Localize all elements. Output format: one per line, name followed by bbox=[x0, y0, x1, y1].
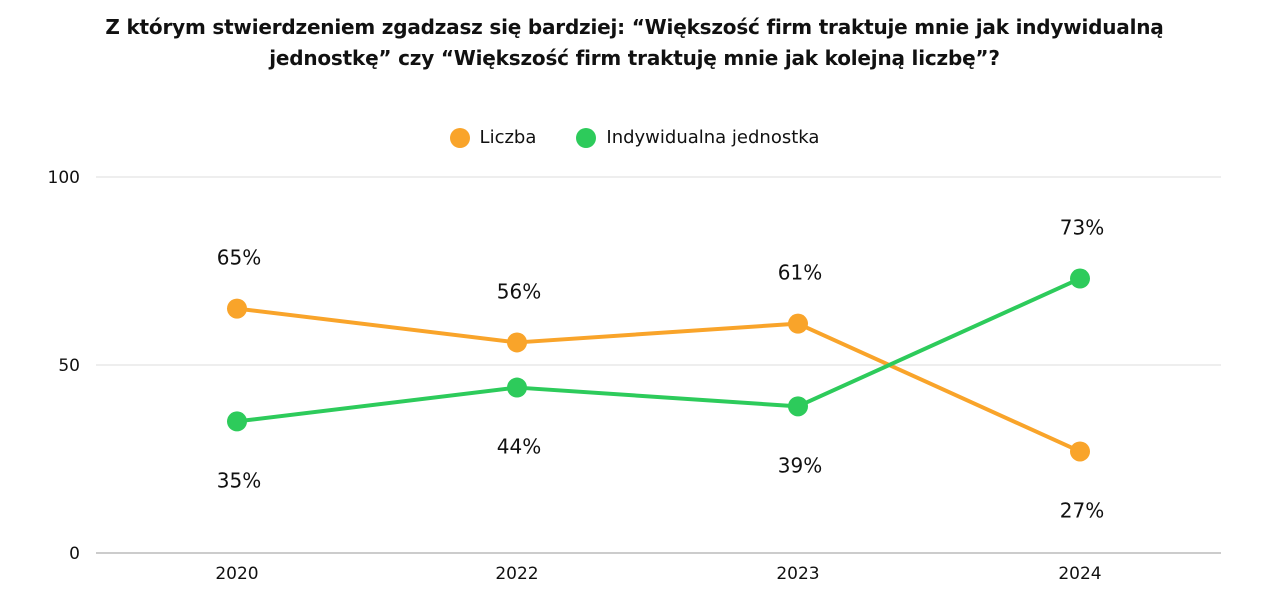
x-tick-label-2023: 2023 bbox=[776, 564, 819, 584]
legend-item-liczba[interactable]: Liczba bbox=[449, 127, 537, 148]
data-label-liczba-2023: 61% bbox=[778, 261, 822, 285]
chart-title: Z którym stwierdzeniem zgadzasz się bard… bbox=[0, 12, 1269, 74]
data-point-liczba-2022[interactable] bbox=[507, 332, 527, 353]
legend-marker-indywidualna-jednostka bbox=[576, 127, 597, 148]
data-point-liczba-2020[interactable] bbox=[227, 298, 247, 319]
x-tick-label-2022: 2022 bbox=[495, 564, 538, 584]
legend-label-indywidualna-jednostka: Indywidualna jednostka bbox=[606, 127, 820, 148]
chart-title-line-1: Z którym stwierdzeniem zgadzasz się bard… bbox=[105, 15, 1164, 39]
data-label-liczba-2024: 27% bbox=[1060, 498, 1104, 522]
legend-label-liczba: Liczba bbox=[479, 127, 537, 148]
data-label-indywidualna-jednostka-2020: 35% bbox=[217, 468, 261, 492]
data-label-indywidualna-jednostka-2023: 39% bbox=[778, 453, 822, 477]
data-label-indywidualna-jednostka-2024: 73% bbox=[1060, 216, 1104, 240]
data-label-liczba-2022: 56% bbox=[497, 279, 541, 303]
data-label-indywidualna-jednostka-2022: 44% bbox=[497, 435, 541, 459]
x-tick-label-2024: 2024 bbox=[1058, 564, 1101, 584]
legend-marker-liczba bbox=[449, 127, 470, 148]
y-tick-label-0: 0 bbox=[69, 544, 80, 564]
series-line-liczba bbox=[235, 306, 1082, 454]
data-point-indywidualna-jednostka-2023[interactable] bbox=[788, 396, 808, 417]
data-point-liczba-2024[interactable] bbox=[1070, 441, 1090, 462]
y-tick-label-50: 50 bbox=[58, 356, 80, 376]
x-tick-label-2020: 2020 bbox=[215, 564, 258, 584]
data-point-indywidualna-jednostka-2022[interactable] bbox=[507, 377, 527, 398]
legend-item-indywidualna-jednostka[interactable]: Indywidualna jednostka bbox=[576, 127, 819, 148]
chart-legend: Liczba Indywidualna jednostka bbox=[0, 127, 1269, 148]
data-point-indywidualna-jednostka-2024[interactable] bbox=[1070, 268, 1090, 289]
data-point-liczba-2023[interactable] bbox=[788, 313, 808, 334]
data-label-liczba-2020: 65% bbox=[217, 246, 261, 270]
chart-title-line-2: jednostkę” czy “Większość firm traktuję … bbox=[269, 46, 1000, 70]
data-point-indywidualna-jednostka-2020[interactable] bbox=[227, 411, 247, 432]
series-line-indywidualna-jednostka bbox=[235, 276, 1082, 424]
y-tick-label-100: 100 bbox=[48, 168, 80, 188]
